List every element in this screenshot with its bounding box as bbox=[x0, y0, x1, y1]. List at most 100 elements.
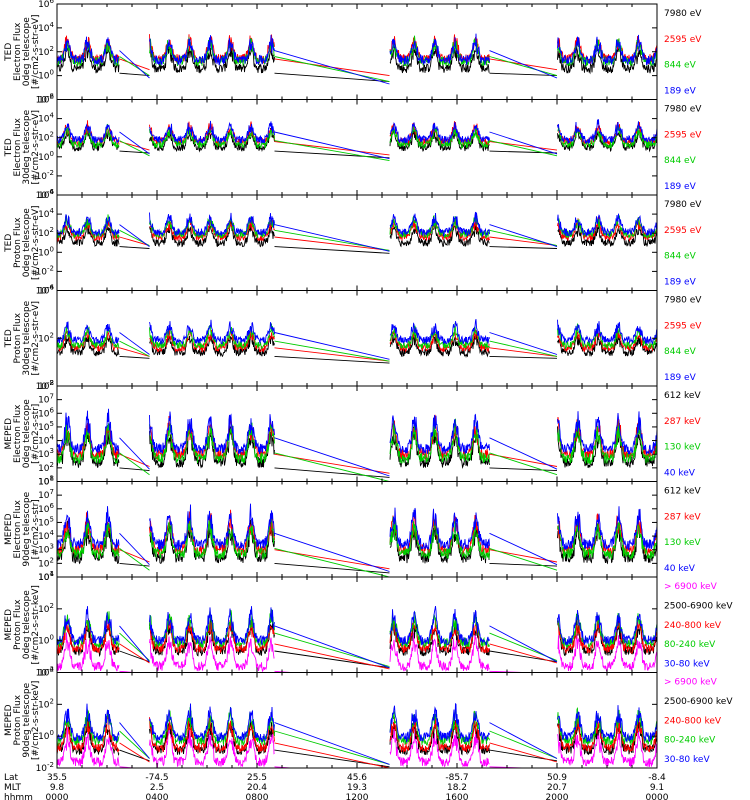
y-tick-exponent: 6 bbox=[50, 406, 55, 414]
y-tick-base: 10 bbox=[38, 210, 50, 220]
legend-label: 2595 eV bbox=[664, 35, 702, 45]
legend-label: 189 eV bbox=[664, 373, 697, 383]
y-tick-exponent: 2 bbox=[50, 461, 54, 469]
y-tick-base: 10 bbox=[38, 334, 50, 344]
y-tick-exponent: 6 bbox=[50, 93, 55, 101]
y-tick-label: 107 bbox=[38, 488, 54, 501]
y-axis-label: Proton Flux bbox=[13, 694, 23, 745]
y-tick-base: 10 bbox=[38, 382, 50, 392]
y-tick-exponent: 3 bbox=[50, 543, 54, 551]
y-tick-label: 107 bbox=[38, 393, 54, 406]
y-tick-label: 106 bbox=[38, 284, 54, 297]
y-axis-label: [#/cm2-s-str-keV] bbox=[31, 681, 41, 760]
x-axis-row-value: 0000 bbox=[46, 793, 69, 800]
y-tick-base: 10 bbox=[36, 382, 48, 392]
series-trace-130-kev bbox=[57, 514, 657, 577]
y-tick-label: 106 bbox=[38, 406, 54, 419]
y-tick-exponent: -2 bbox=[47, 169, 54, 177]
y-tick-label: 103 bbox=[38, 543, 54, 556]
legend-label: 2500-6900 keV bbox=[664, 601, 733, 611]
y-axis-label: Proton Flux bbox=[13, 599, 23, 650]
y-tick-label: 10-4 bbox=[36, 284, 55, 297]
y-tick-exponent: 1 bbox=[50, 570, 54, 578]
legend-label: 40 keV bbox=[664, 469, 696, 479]
y-tick-label: 104 bbox=[38, 112, 54, 125]
y-tick-base: 10 bbox=[38, 153, 50, 163]
y-tick-exponent: -2 bbox=[47, 264, 54, 272]
legend-label: 7980 eV bbox=[664, 105, 702, 115]
y-axis-label: Proton Flux bbox=[13, 312, 23, 363]
y-tick-label: 104 bbox=[38, 666, 54, 679]
y-tick-base: 10 bbox=[36, 287, 48, 297]
y-tick-exponent: 0 bbox=[50, 245, 54, 253]
y-tick-exponent: 0 bbox=[50, 150, 54, 158]
y-axis-label: 90deg telescope bbox=[22, 682, 32, 757]
y-axis-label: TED bbox=[4, 43, 14, 62]
y-tick-exponent: 4 bbox=[50, 434, 55, 442]
y-tick-exponent: 5 bbox=[50, 515, 54, 523]
y-tick-label: 10-2 bbox=[36, 169, 54, 182]
y-tick-base: 10 bbox=[38, 134, 50, 144]
y-axis-label: 0deg telescope bbox=[22, 17, 32, 87]
y-axis-label: Electron Flux bbox=[13, 117, 23, 176]
y-axis-label: [#/cm2-s-str-eV] bbox=[31, 110, 41, 185]
y-tick-label: 102 bbox=[38, 556, 54, 569]
y-tick-base: 10 bbox=[38, 532, 50, 542]
y-tick-base: 10 bbox=[38, 505, 50, 515]
y-tick-base: 10 bbox=[38, 573, 50, 583]
legend-label: 7980 eV bbox=[664, 9, 702, 19]
series-trace-240-800-kev bbox=[57, 713, 657, 768]
y-tick-exponent: 2 bbox=[50, 45, 54, 53]
y-tick-exponent: 6 bbox=[50, 284, 55, 292]
y-tick-base: 10 bbox=[38, 191, 50, 201]
y-tick-label: 102 bbox=[38, 697, 54, 710]
y-tick-base: 10 bbox=[38, 437, 50, 447]
legend-label: > 6900 keV bbox=[664, 678, 718, 688]
x-axis-row-label: hhmm bbox=[4, 793, 33, 800]
legend-label: 80-240 keV bbox=[664, 640, 716, 650]
y-tick-base: 10 bbox=[36, 172, 48, 182]
y-tick-label: 102 bbox=[38, 331, 54, 344]
x-axis-row-value: -85.7 bbox=[445, 773, 468, 783]
y-tick-base: 10 bbox=[38, 248, 50, 258]
y-axis-label: MEPED bbox=[4, 704, 14, 736]
y-tick-base: 10 bbox=[38, 464, 50, 474]
x-axis-row-value: -8.4 bbox=[648, 773, 666, 783]
y-tick-exponent: 2 bbox=[50, 226, 54, 234]
x-axis-row-value: 35.5 bbox=[47, 773, 67, 783]
legend-label: 30-80 keV bbox=[664, 755, 710, 765]
legend-label: 80-240 keV bbox=[664, 736, 716, 746]
y-tick-label: 10-2 bbox=[36, 93, 54, 106]
y-tick-base: 10 bbox=[38, 72, 50, 82]
y-tick-base: 10 bbox=[38, 605, 50, 615]
y-tick-base: 10 bbox=[38, 229, 50, 239]
legend-label: 2500-6900 keV bbox=[664, 697, 733, 707]
series-trace-7980-ev bbox=[57, 42, 657, 83]
y-tick-base: 10 bbox=[38, 0, 50, 10]
y-tick-exponent: 4 bbox=[50, 529, 55, 537]
y-tick-exponent: 6 bbox=[50, 502, 55, 510]
legend-label: 130 keV bbox=[664, 443, 701, 453]
y-tick-label: 100 bbox=[38, 150, 54, 163]
y-tick-base: 10 bbox=[38, 546, 50, 556]
y-tick-exponent: 8 bbox=[50, 379, 54, 387]
x-axis-row-value: 1600 bbox=[446, 793, 469, 800]
y-tick-label: 100 bbox=[38, 729, 54, 742]
y-axis-label: 0deg telescope bbox=[22, 399, 32, 469]
y-tick-label: 104 bbox=[38, 21, 54, 34]
y-tick-exponent: 6 bbox=[50, 0, 55, 5]
y-tick-exponent: -2 bbox=[47, 379, 54, 387]
series-trace-80-240-kev bbox=[57, 609, 657, 667]
y-tick-label: 102 bbox=[38, 131, 54, 144]
y-tick-label: 100 bbox=[38, 69, 54, 82]
y-tick-label: 106 bbox=[38, 188, 54, 201]
y-tick-base: 10 bbox=[38, 491, 50, 501]
legend-label: > 6900 keV bbox=[664, 582, 718, 592]
y-axis-label: Proton Flux bbox=[13, 217, 23, 268]
y-tick-base: 10 bbox=[36, 267, 48, 277]
series-trace-2595-ev bbox=[57, 34, 657, 77]
y-tick-exponent: 2 bbox=[50, 602, 54, 610]
